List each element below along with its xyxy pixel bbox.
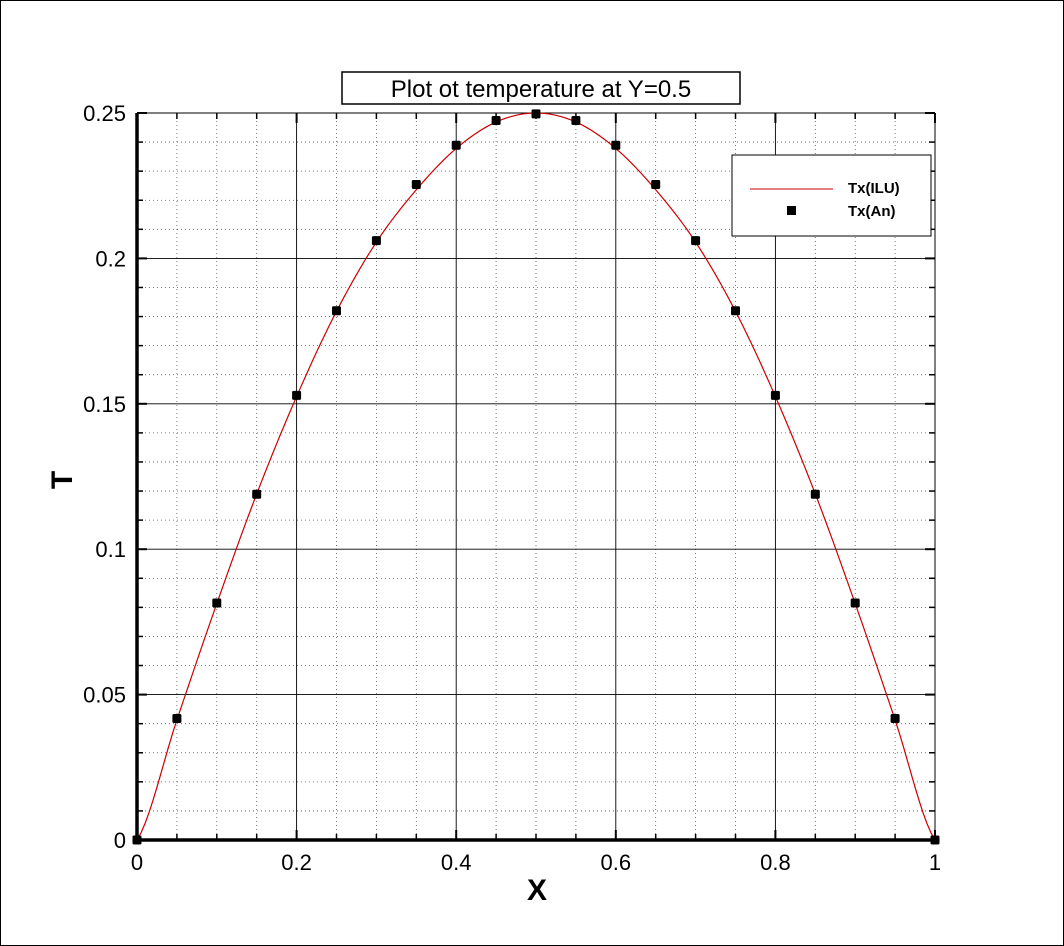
tick-labels: 0 0.2 0.4 0.6 0.8 1 0 0.05 0.1 0.15 0.2 0.25 xyxy=(83,101,941,875)
legend-box xyxy=(731,154,932,237)
series-point-2 xyxy=(731,306,740,316)
y-tick-label: 0.25 xyxy=(83,101,126,126)
y-tick-label: 0.1 xyxy=(95,537,126,562)
series-point-2 xyxy=(930,835,940,845)
major-grid xyxy=(137,113,935,840)
y-tick-label: 0 xyxy=(114,828,126,853)
x-tick-label: 0.6 xyxy=(601,850,632,875)
series-point-2 xyxy=(212,598,222,608)
y-axis-title: T xyxy=(46,471,79,489)
x-tick-label: 0.4 xyxy=(441,850,472,875)
series-point-2 xyxy=(411,180,421,190)
series-point-2 xyxy=(371,236,381,246)
series-point-2 xyxy=(491,116,501,126)
chart-title-border xyxy=(341,71,741,105)
legend-label-series-2: Tx(An) xyxy=(848,203,896,220)
chart-title-box: Plot ot temperature at Y=0.5 xyxy=(341,71,741,105)
series-point-2 xyxy=(890,713,900,723)
x-tick-label: 0.2 xyxy=(281,850,312,875)
series-point-2 xyxy=(252,489,262,499)
series-point-2 xyxy=(531,109,541,119)
y-tick-label: 0.15 xyxy=(83,392,126,417)
y-tick-label: 0.2 xyxy=(95,246,126,271)
series-layer xyxy=(132,109,940,845)
minor-grid xyxy=(137,113,935,840)
x-axis-title: X xyxy=(527,874,547,907)
series-point-2 xyxy=(132,835,142,845)
x-tick-label: 0.8 xyxy=(760,850,791,875)
series-point-2 xyxy=(770,390,780,400)
series-point-2 xyxy=(810,489,820,499)
legend-label-series-1: Tx(ILU) xyxy=(848,180,900,197)
series-point-2 xyxy=(850,598,860,608)
series-point-2 xyxy=(611,140,621,150)
x-tick-label: 0 xyxy=(131,850,143,875)
x-tick-label: 1 xyxy=(929,850,941,875)
series-point-2 xyxy=(332,306,341,316)
y-tick-label: 0.05 xyxy=(83,683,126,708)
series-point-2 xyxy=(292,390,302,400)
series-point-2 xyxy=(691,236,701,246)
series-point-2 xyxy=(451,140,461,150)
legend: Tx(ILU) Tx(An) xyxy=(731,154,932,237)
series-point-2 xyxy=(651,180,661,190)
series-point-2 xyxy=(172,713,182,723)
legend-marker-swatch xyxy=(787,206,796,215)
series-point-2 xyxy=(571,116,581,126)
chart-title: Plot ot temperature at Y=0.5 xyxy=(391,76,691,103)
